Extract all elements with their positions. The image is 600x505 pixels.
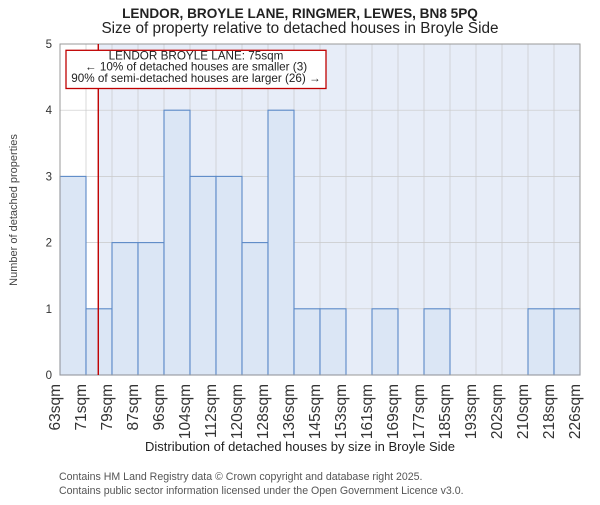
- svg-text:112sqm: 112sqm: [203, 384, 220, 438]
- svg-text:128sqm: 128sqm: [255, 384, 272, 439]
- svg-text:4: 4: [46, 105, 53, 117]
- svg-text:5: 5: [46, 39, 52, 51]
- svg-text:71sqm: 71sqm: [73, 384, 90, 431]
- svg-text:79sqm: 79sqm: [99, 384, 116, 431]
- svg-text:161sqm: 161sqm: [359, 384, 376, 439]
- svg-text:153sqm: 153sqm: [333, 384, 350, 439]
- svg-text:90% of semi-detached houses ar: 90% of semi-detached houses are larger (…: [71, 72, 320, 85]
- svg-text:2: 2: [46, 238, 52, 250]
- svg-text:210sqm: 210sqm: [515, 384, 532, 439]
- svg-text:177sqm: 177sqm: [411, 384, 428, 439]
- svg-text:96sqm: 96sqm: [151, 384, 168, 431]
- svg-text:120sqm: 120sqm: [229, 384, 246, 439]
- svg-text:3: 3: [46, 171, 52, 183]
- svg-text:136sqm: 136sqm: [281, 384, 298, 439]
- svg-text:193sqm: 193sqm: [463, 384, 480, 439]
- svg-text:1: 1: [46, 304, 52, 316]
- svg-text:0: 0: [46, 370, 52, 382]
- svg-text:63sqm: 63sqm: [47, 384, 64, 431]
- svg-text:104sqm: 104sqm: [177, 384, 194, 439]
- svg-text:185sqm: 185sqm: [437, 384, 454, 439]
- svg-text:202sqm: 202sqm: [489, 384, 506, 439]
- svg-text:145sqm: 145sqm: [307, 384, 324, 439]
- svg-text:87sqm: 87sqm: [125, 384, 142, 431]
- svg-text:218sqm: 218sqm: [541, 384, 558, 439]
- svg-text:226sqm: 226sqm: [567, 384, 584, 439]
- svg-text:169sqm: 169sqm: [385, 384, 402, 439]
